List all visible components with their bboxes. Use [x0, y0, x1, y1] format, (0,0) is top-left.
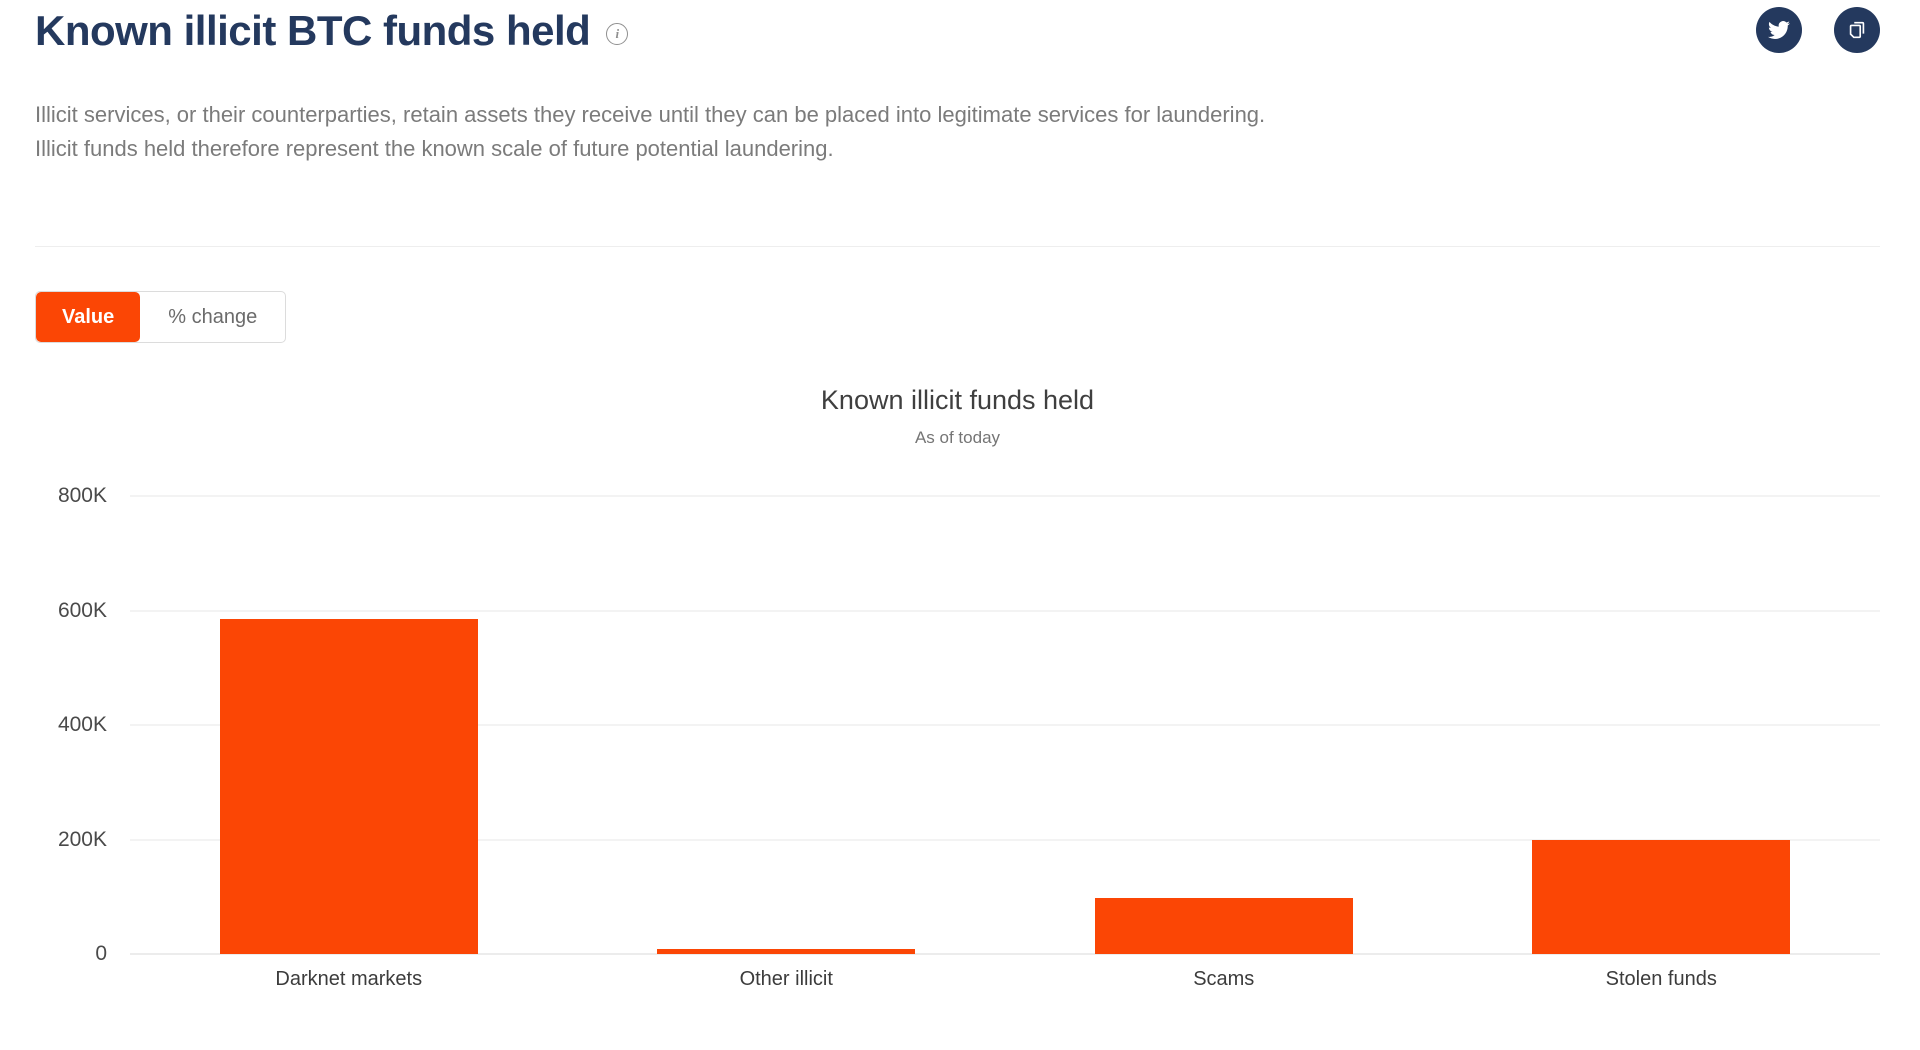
y-tick-label-400K: 400K — [57, 713, 107, 736]
toggle-value-button[interactable]: Value — [36, 292, 141, 342]
page-title: Known illicit BTC funds held — [35, 7, 591, 54]
description: Illicit services, or their counterpartie… — [35, 98, 1880, 166]
chart-title: Known illicit funds held — [820, 385, 1095, 415]
gridline-0 — [130, 953, 1880, 955]
bar-stolen-funds[interactable] — [1532, 839, 1791, 954]
gridline-400K — [130, 724, 1880, 726]
divider — [35, 246, 1880, 247]
description-line-1: Illicit services, or their counterpartie… — [35, 102, 1266, 127]
gridline-200K — [130, 839, 1880, 840]
x-axis-label-stolen-funds: Stolen funds — [1605, 968, 1717, 990]
bar-slot-darknet-markets — [130, 496, 568, 954]
chart-subtitle: As of today — [914, 428, 1001, 447]
gridline-600K — [130, 610, 1880, 611]
description-line-2: Illicit funds held therefore represent t… — [35, 136, 834, 161]
header: Known illicit BTC funds held i — [35, 6, 1880, 56]
bar-other-illicit[interactable] — [657, 949, 916, 954]
header-actions — [1756, 7, 1880, 53]
gridline-800K — [130, 495, 1880, 497]
plot-area: 0 200K 400K 600K 800K — [35, 484, 1880, 965]
category-labels: Darknet markets Other illicit Scams Stolen … — [130, 968, 1880, 991]
bars-row — [130, 496, 1880, 954]
copy-link-button[interactable] — [1834, 7, 1880, 53]
x-axis-label-darknet-markets: Darknet markets — [275, 968, 423, 990]
title-wrap: Known illicit BTC funds held i — [35, 6, 629, 56]
bar-scams[interactable] — [1094, 898, 1353, 954]
bar-slot-scams — [1005, 496, 1443, 954]
twitter-share-button[interactable] — [1756, 7, 1802, 53]
toggle-percent-change-button[interactable]: % change — [140, 292, 285, 342]
bar-darknet-markets[interactable] — [219, 619, 478, 954]
copy-pages-icon — [1846, 19, 1868, 41]
x-axis-label-other-illicit: Other illicit — [739, 968, 833, 990]
y-tick-label-600K: 600K — [57, 598, 107, 622]
y-tick-label-200K: 200K — [57, 827, 107, 851]
twitter-icon — [1768, 19, 1790, 41]
info-icon[interactable]: i — [606, 23, 629, 45]
bar-chart: Known illicit funds held As of today 0 20… — [35, 385, 1880, 991]
bar-slot-other-illicit — [568, 496, 1006, 954]
metric-toggle: Value % change — [35, 291, 287, 343]
x-axis-label-scams: Scams — [1193, 968, 1255, 990]
y-tick-label-0: 0 — [95, 942, 107, 965]
bar-slot-stolen-funds — [1443, 496, 1881, 954]
y-tick-label-800K: 800K — [57, 484, 107, 507]
